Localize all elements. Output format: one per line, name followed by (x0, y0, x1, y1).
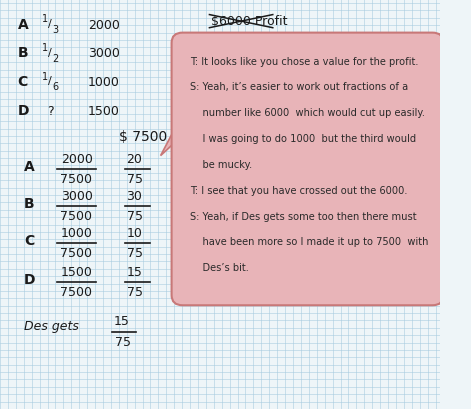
Text: D: D (17, 103, 29, 117)
Text: C: C (24, 233, 34, 247)
Text: 1500: 1500 (61, 265, 93, 278)
Text: 20: 20 (126, 153, 142, 165)
Text: S: Yeah, if Des gets some too then there must: S: Yeah, if Des gets some too then there… (190, 211, 417, 221)
Text: number like 6000  which would cut up easily.: number like 6000 which would cut up easi… (190, 108, 425, 118)
Text: 2000: 2000 (88, 19, 120, 31)
Text: A: A (24, 160, 35, 173)
Text: be mucky.: be mucky. (190, 160, 252, 169)
Text: B: B (17, 46, 28, 60)
Text: 1: 1 (42, 71, 48, 81)
Text: have been more so I made it up to 7500  with: have been more so I made it up to 7500 w… (190, 237, 429, 247)
Text: /: / (48, 19, 51, 29)
Text: ?: ? (48, 105, 54, 117)
Text: 1: 1 (42, 14, 48, 24)
Text: Des gets: Des gets (24, 319, 79, 332)
Text: T: I see that you have crossed out the 6000.: T: I see that you have crossed out the 6… (190, 185, 407, 195)
FancyBboxPatch shape (171, 34, 444, 306)
Text: /: / (48, 76, 51, 86)
Text: 75: 75 (127, 247, 143, 259)
Text: 75: 75 (127, 210, 143, 222)
Text: 75: 75 (127, 173, 143, 186)
Text: 3000: 3000 (61, 189, 93, 202)
Text: $6000 Profit: $6000 Profit (211, 16, 288, 28)
Text: 3: 3 (52, 25, 58, 35)
Text: 75: 75 (127, 285, 143, 298)
Text: /: / (48, 47, 51, 58)
Text: 30: 30 (126, 189, 142, 202)
Text: D: D (24, 272, 36, 286)
Text: 3000: 3000 (88, 47, 120, 60)
Text: C: C (17, 75, 28, 89)
Text: S: Yeah, it’s easier to work out fractions of a: S: Yeah, it’s easier to work out fractio… (190, 82, 408, 92)
Text: I was going to do 1000  but the third would: I was going to do 1000 but the third wou… (190, 134, 416, 144)
Text: 1: 1 (42, 43, 48, 53)
Polygon shape (161, 115, 206, 156)
Text: 6: 6 (52, 82, 58, 92)
Text: 2: 2 (52, 53, 58, 63)
Text: Des’s bit.: Des’s bit. (190, 263, 249, 272)
Text: $ 7500: $ 7500 (119, 130, 167, 144)
Text: 10: 10 (126, 226, 142, 239)
Text: 7500: 7500 (60, 210, 92, 222)
Text: 7500: 7500 (60, 285, 92, 298)
Text: 7500: 7500 (60, 173, 92, 186)
Text: T: It looks like you chose a value for the profit.: T: It looks like you chose a value for t… (190, 56, 419, 66)
Text: 75: 75 (115, 335, 131, 348)
Text: 2000: 2000 (61, 153, 93, 165)
Text: 1500: 1500 (88, 105, 120, 117)
Text: A: A (17, 18, 28, 31)
Text: 7500: 7500 (60, 247, 92, 259)
Text: 15: 15 (126, 265, 142, 278)
Text: B: B (24, 196, 35, 210)
Text: 1000: 1000 (88, 76, 120, 89)
Text: 1000: 1000 (61, 226, 93, 239)
Text: 15: 15 (114, 314, 130, 327)
